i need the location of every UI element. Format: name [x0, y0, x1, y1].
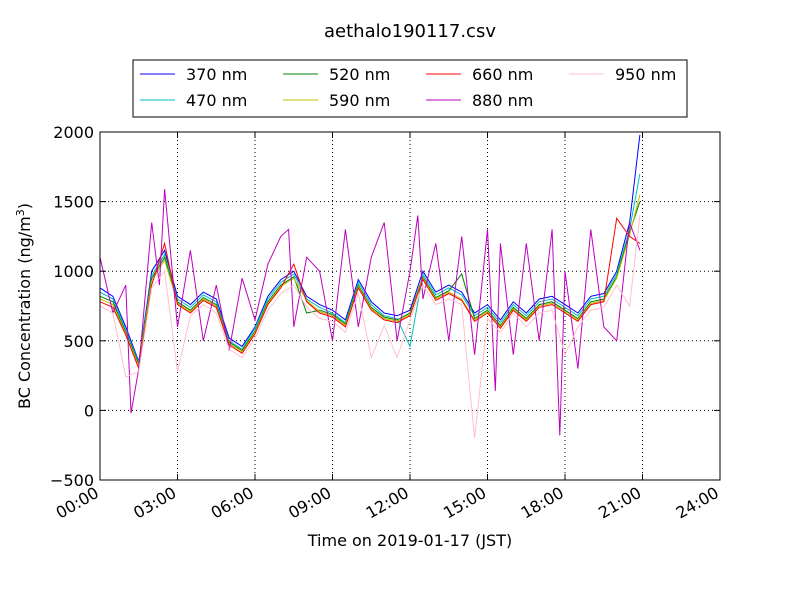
y-tick-label-3: 1000	[53, 262, 94, 281]
y-tick-label-1: 0	[84, 401, 94, 420]
x-tick-label-6: 18:00	[518, 483, 567, 523]
x-tick-label-1: 03:00	[130, 483, 179, 523]
series-line-6	[99, 215, 641, 439]
series-line-2	[99, 201, 641, 367]
y-tick-label-4: 1500	[53, 193, 94, 212]
y-tick-label-0: −500	[50, 471, 94, 490]
x-tick-label-2: 06:00	[208, 483, 257, 523]
series-line-3	[99, 194, 641, 368]
legend-label-6: 950 nm	[615, 65, 676, 84]
legend-label-0: 370 nm	[186, 65, 247, 84]
series-line-1	[99, 173, 641, 366]
y-axis-label-main: BC Concentration (ng/m	[15, 216, 34, 409]
legend-label-3: 590 nm	[329, 91, 390, 110]
x-tick-label-5: 15:00	[440, 483, 489, 523]
legend-label-1: 470 nm	[186, 91, 247, 110]
x-tick-label-7: 21:00	[595, 483, 644, 523]
y-tick-label-5: 2000	[53, 123, 94, 142]
legend-box	[132, 59, 688, 118]
legend-label-4: 660 nm	[472, 65, 533, 84]
series-line-4	[99, 217, 641, 371]
x-tick-label-8: 24:00	[673, 483, 722, 523]
legend-label-2: 520 nm	[329, 65, 390, 84]
x-axis-label: Time on 2019-01-17 (JST)	[307, 531, 512, 550]
y-axis-label-end: )	[15, 203, 34, 209]
legend: 370 nm 470 nm 520 nm 590 nm 660 nm 880 nm 950 …	[132, 59, 688, 118]
y-axis-label-superscript: 3	[14, 209, 27, 216]
series-line-0	[99, 134, 641, 362]
chart-title: aethalo190117.csv	[324, 21, 496, 42]
x-tick-label-3: 09:00	[285, 483, 334, 523]
plot-area: 00:00 03:00 06:00 09:00 12:00 15:00 18:00 21:00…	[50, 123, 722, 523]
y-tick-label-2: 500	[63, 332, 94, 351]
x-tick-label-4: 12:00	[363, 483, 412, 523]
legend-label-5: 880 nm	[472, 91, 533, 110]
y-axis-label: BC Concentration (ng/m3)	[14, 203, 34, 409]
series-line-5	[99, 189, 641, 436]
